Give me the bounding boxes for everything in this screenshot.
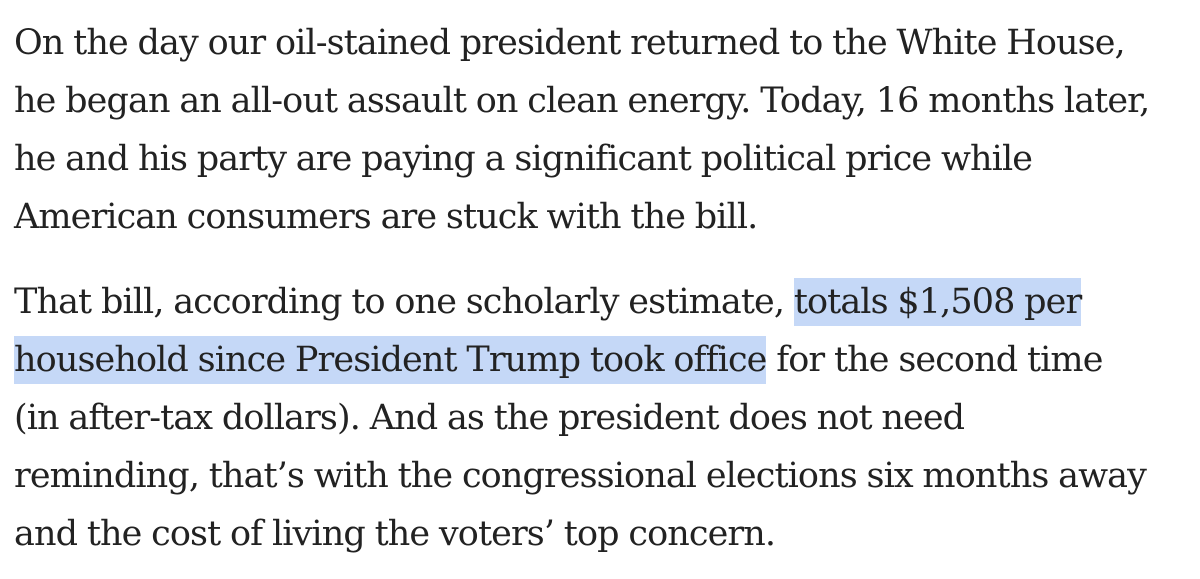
paragraph-1-line-4: American consumers are stuck with the bi…	[14, 197, 758, 237]
paragraph-1: On the day our oil-stained president ret…	[14, 14, 1186, 246]
paragraph-2-line-3: (in after-tax dollars). And as the presi…	[14, 398, 965, 438]
article-body: On the day our oil-stained president ret…	[14, 14, 1186, 563]
paragraph-2-line-4: reminding, that’s with the congressional…	[14, 456, 1147, 496]
paragraph-2: That bill, according to one scholarly es…	[14, 273, 1186, 563]
paragraph-2-line-2: household since President Trump took off…	[14, 331, 1186, 389]
paragraph-1-line-1: On the day our oil-stained president ret…	[14, 23, 1126, 63]
paragraph-2-line-1-text: That bill, according to one scholarly es…	[14, 282, 794, 322]
paragraph-1-line-3: he and his party are paying a significan…	[14, 139, 1033, 179]
paragraph-1-line-2: he began an all-out assault on clean ene…	[14, 81, 1150, 121]
paragraph-2-line-5: and the cost of living the voters’ top c…	[14, 514, 776, 554]
highlighted-text-selection-start[interactable]: totals $1,508 per	[793, 278, 1082, 326]
highlighted-text-selection-end[interactable]: household since President Trump took off…	[14, 336, 767, 384]
paragraph-2-line-1: That bill, according to one scholarly es…	[14, 273, 1186, 331]
paragraph-2-line-2-text: for the second time	[766, 340, 1103, 380]
